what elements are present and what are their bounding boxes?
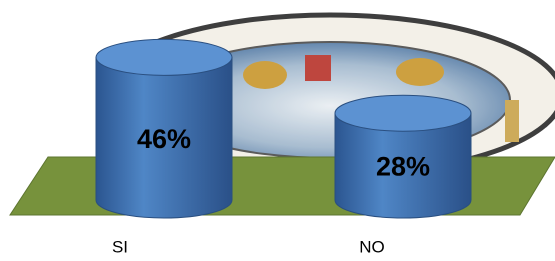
x-tick-label: NO — [359, 237, 385, 256]
cylinder-cap — [96, 39, 232, 75]
chart: 46% SI 28% NO — [0, 0, 555, 261]
cylinder-cap — [335, 95, 471, 131]
value-label: 46% — [137, 124, 191, 154]
value-label: 28% — [376, 152, 430, 182]
x-tick-label: SI — [112, 237, 128, 256]
floor — [10, 157, 555, 215]
